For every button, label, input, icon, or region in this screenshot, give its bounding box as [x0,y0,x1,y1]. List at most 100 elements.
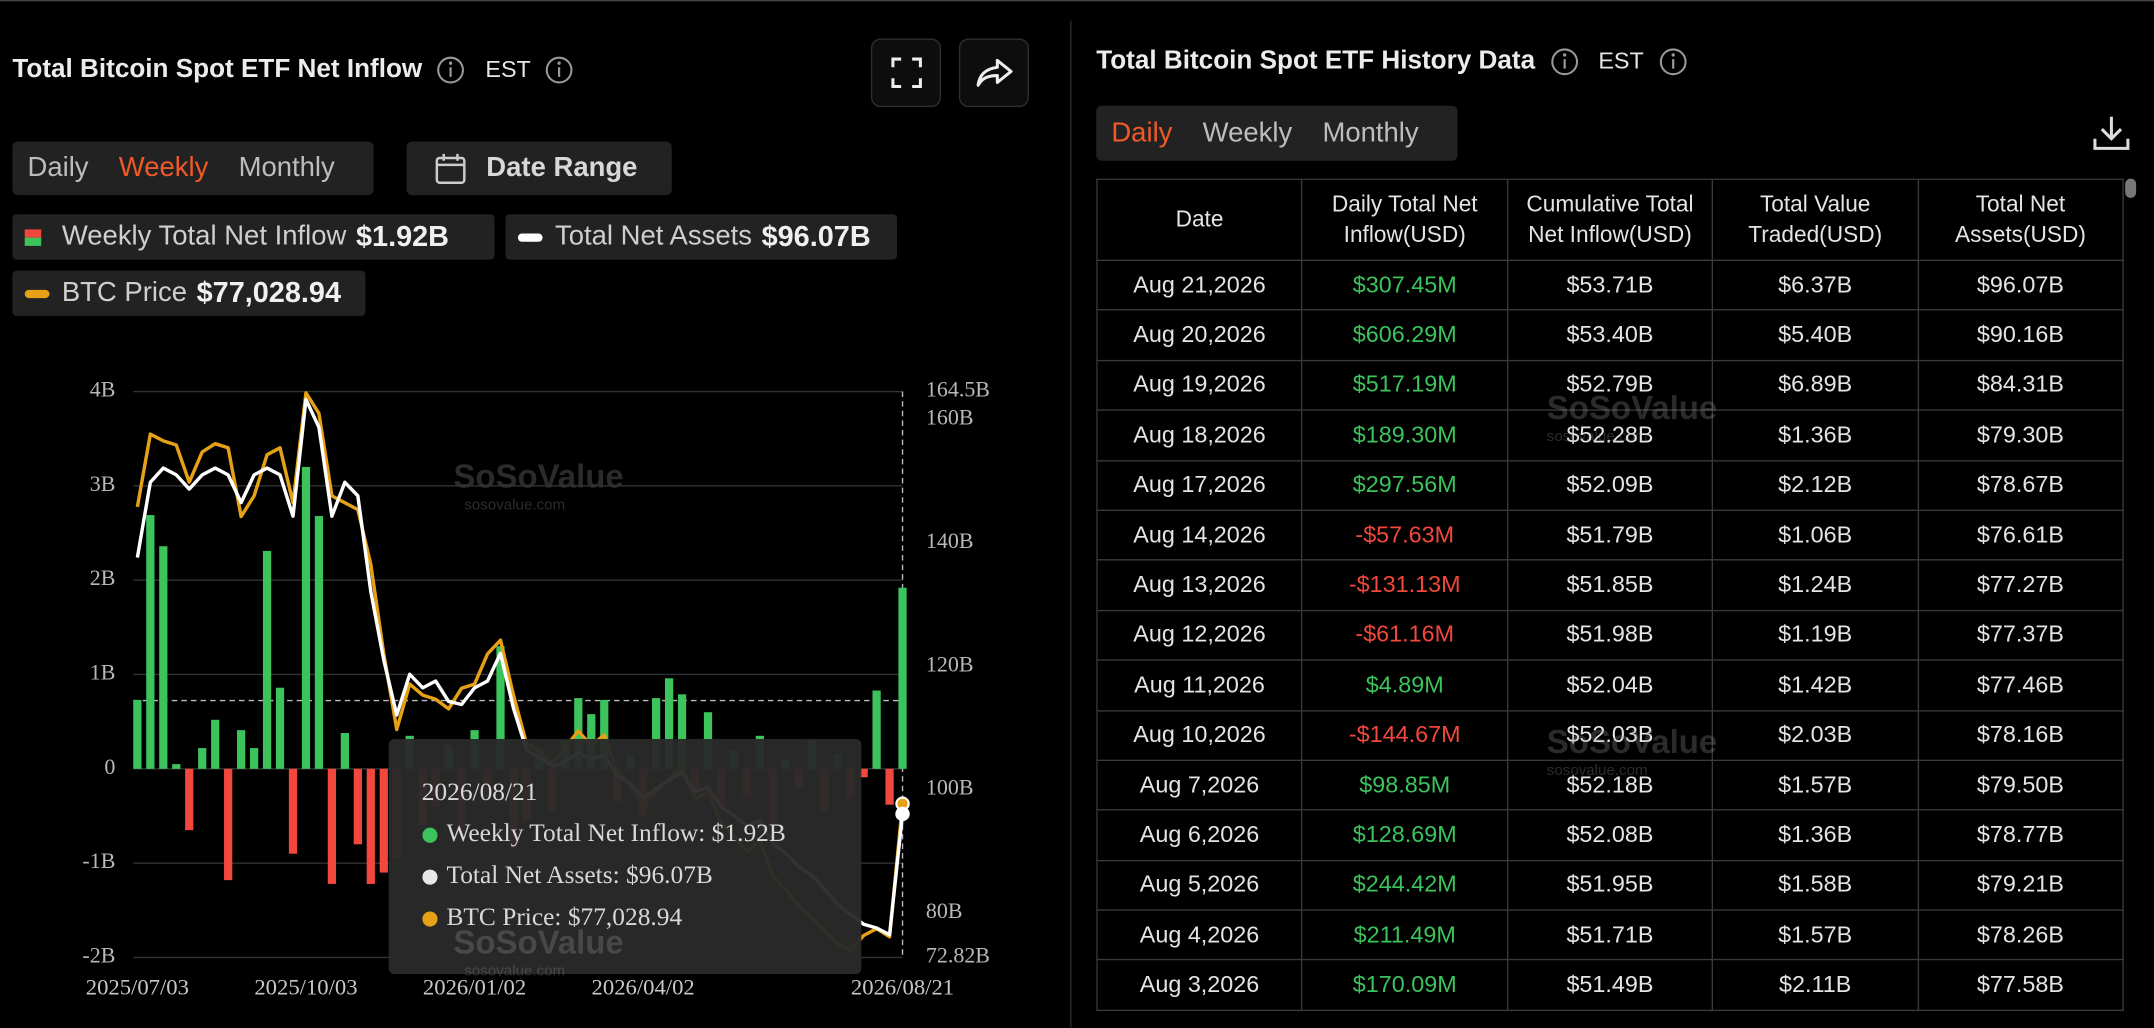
scrollbar[interactable] [2125,178,2137,198]
tab[interactable]: Daily [27,152,89,183]
table-cell: $1.19B [1711,609,1919,661]
table-row: Aug 13,2026 -$131.13M $51.85B $1.24B $77.27B [1096,559,2124,611]
info-icon[interactable] [436,55,466,85]
bar [133,699,142,769]
table-cell: -$131.13M [1301,559,1509,611]
bar [664,678,674,769]
history-header: Total Bitcoin Spot ETF History Data EST [1096,47,1687,77]
table-cell: $307.45M [1301,259,1509,312]
table-cell: $77.37B [1917,609,2124,661]
bar [172,764,181,769]
table-cell: $606.29M [1301,309,1509,361]
table-cell: $5.40B [1711,309,1919,361]
table-cell: Aug 12,2026 [1096,609,1303,661]
table-cell: -$57.63M [1301,509,1509,561]
table-row: Aug 4,2026 $211.49M $51.71B $1.57B $78.26B [1096,909,2124,961]
fullscreen-icon [890,57,922,89]
column-header: Total Value Traded(USD) [1711,178,1919,262]
table-row: Aug 18,2026 $189.30M $52.28B $1.36B $79.30B [1096,409,2124,461]
bar [198,748,207,769]
point [895,806,910,822]
tooltip-item: Weekly Total Net Inflow: $1.92B [446,819,785,847]
table-cell: $79.30B [1917,409,2124,461]
table-cell: $52.09B [1506,459,1714,511]
table-row: Aug 14,2026 -$57.63M $51.79B $1.06B $76.61B [1096,509,2124,561]
y2-tick-label: 160B [926,404,974,429]
y2-tick-label: 80B [926,898,963,923]
bar [885,768,894,805]
bar [185,768,194,831]
bar [327,768,337,884]
calendar-icon [435,153,466,184]
share-button[interactable] [958,38,1029,108]
legend-value: $96.07B [761,220,871,253]
tab[interactable]: Daily [1111,117,1173,148]
bar [288,768,298,854]
table-cell: $2.03B [1711,709,1919,761]
tab[interactable]: Weekly [118,152,209,183]
info-icon[interactable] [545,55,575,85]
x-tick-label: 2026/01/02 [423,974,526,999]
table-cell: $244.42M [1301,859,1509,911]
y-tick-label: 0 [104,754,115,779]
column-header: Cumulative Total Net Inflow(USD) [1506,178,1714,262]
tooltip-dot [422,911,438,927]
timezone: EST [1598,48,1644,75]
column-header: Date [1096,178,1303,262]
table-cell: $6.37B [1711,259,1919,312]
date-range-button[interactable]: Date Range [406,141,672,196]
tooltip-item: Total Net Assets: $96.07B [446,861,712,889]
table-cell: $52.03B [1506,709,1714,761]
info-icon[interactable] [1657,47,1687,77]
table-cell: -$61.16M [1301,609,1509,661]
table-cell: $51.85B [1506,559,1714,611]
bar [652,698,661,769]
table-cell: $51.98B [1506,609,1714,661]
x-tick-label: 2026/04/02 [592,974,695,999]
tab[interactable]: Weekly [1202,117,1293,148]
legend-label: Total Net Assets [554,221,752,252]
table-cell: $78.77B [1917,809,2124,861]
table-cell: $1.36B [1711,809,1919,861]
table-row: Aug 3,2026 $170.09M $51.49B $2.11B $77.58B [1096,959,2124,1011]
bar [898,587,907,769]
y-tick-label: 4B [90,377,116,402]
tooltip-date: 2026/08/21 [422,778,538,806]
timezone: EST [485,56,531,83]
table-cell: $98.85M [1301,759,1509,811]
legend-swatch [24,228,42,246]
table-cell: $52.18B [1506,759,1714,811]
table-cell: $2.12B [1711,459,1919,511]
table-cell: $53.71B [1506,259,1714,312]
download-button[interactable] [2091,114,2132,152]
table-cell: $79.21B [1917,859,2124,911]
table-cell: Aug 3,2026 [1096,959,1303,1011]
y-tick-label: -2B [82,943,115,968]
table-row: Aug 12,2026 -$61.16M $51.98B $1.19B $77.37B [1096,609,2124,661]
date-range-label: Date Range [486,152,638,183]
bar [379,768,388,873]
bar [496,646,505,769]
tab[interactable]: Monthly [238,152,335,183]
table-cell: $297.56M [1301,459,1509,511]
table-cell: $77.27B [1917,559,2124,611]
table-cell: $52.04B [1506,659,1714,711]
info-icon[interactable] [1549,47,1579,77]
bar [224,768,233,881]
legend-item: Total Net Assets $96.07B [505,214,898,260]
x-tick-label: 2025/07/03 [86,974,189,999]
table-cell: $2.11B [1711,959,1919,1011]
table-cell: $1.06B [1711,509,1919,561]
table-cell: Aug 13,2026 [1096,559,1303,611]
table-cell: $4.89M [1301,659,1509,711]
fullscreen-button[interactable] [870,38,941,108]
table-cell: $1.36B [1711,409,1919,461]
history-title: Total Bitcoin Spot ETF History Data [1096,46,1536,76]
bar [249,748,259,769]
share-icon [975,58,1012,87]
tab[interactable]: Monthly [1322,117,1419,148]
y-tick-label: 1B [90,660,116,685]
tooltip-dot [422,869,438,885]
chart-title: Total Bitcoin Spot ETF Net Inflow [12,54,423,84]
bar [237,730,246,769]
